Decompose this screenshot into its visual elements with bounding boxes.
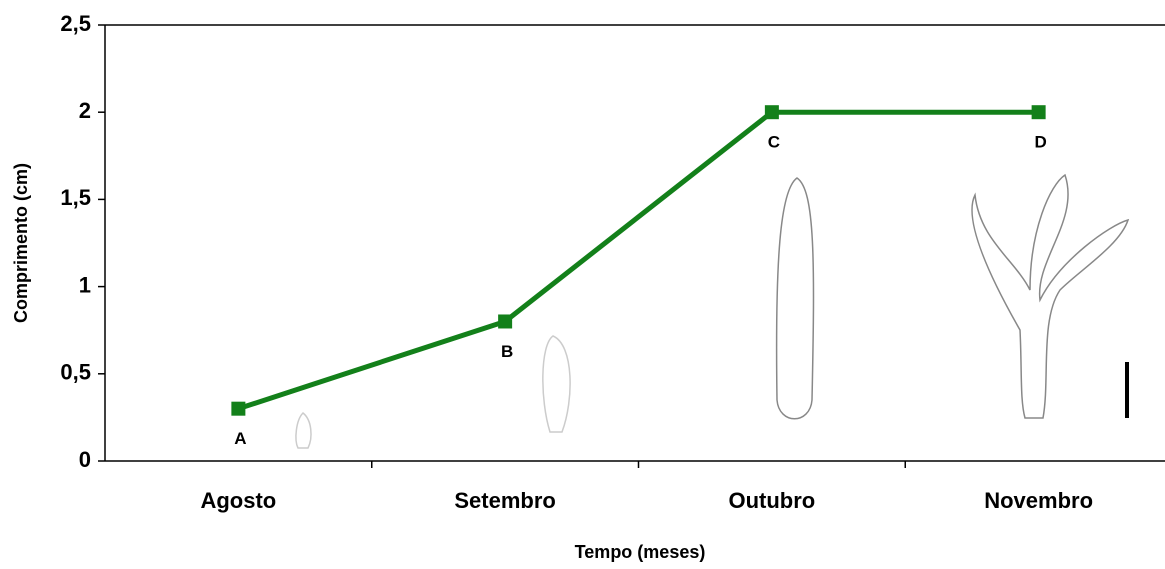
bud-b [542,335,571,433]
point-label: A [234,429,246,448]
y-tick-label: 1,5 [60,185,91,210]
illustrations [295,173,1130,449]
marker [764,105,779,120]
bud-a [295,412,312,449]
point-label: C [768,133,780,152]
marker [231,401,246,416]
y-tick-label: 2,5 [60,11,91,36]
y-tick-label: 2 [79,98,91,123]
y-axis-title: Comprimento (cm) [11,163,31,323]
y-tick-label: 0,5 [60,360,91,385]
y-tick-label: 0 [79,447,91,472]
bud-c [775,177,815,420]
x-axis-title: Tempo (meses) [575,542,706,562]
x-tick-label: Setembro [454,488,555,513]
x-tick-label: Agosto [200,488,276,513]
marker [498,314,513,329]
marker [1031,105,1046,120]
y-tick-label: 1 [79,272,91,297]
x-tick-label: Outubro [728,488,815,513]
line [237,109,1039,412]
x-tick-label: Novembro [984,488,1093,513]
point-label: D [1034,133,1046,152]
point-label: B [501,342,513,361]
bud-d [971,173,1130,419]
